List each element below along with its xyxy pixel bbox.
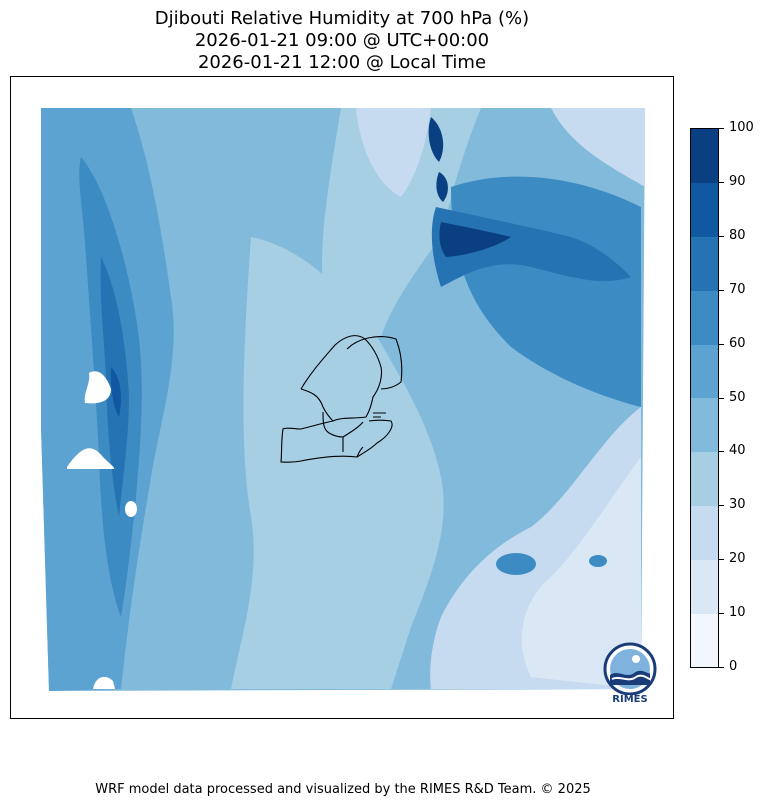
gap-southwest xyxy=(93,676,115,689)
core-north-2 xyxy=(436,172,448,202)
colorbar-tick-label: 60 xyxy=(729,336,746,351)
rimes-logo: RIMES xyxy=(598,639,662,707)
colorbar-tick-label: 20 xyxy=(729,551,746,566)
title-line-1: Djibouti Relative Humidity at 700 hPa (%… xyxy=(154,8,530,29)
colorbar-tick xyxy=(719,451,724,452)
colorbar-segment xyxy=(691,236,718,291)
wet-patch-southeast xyxy=(496,553,536,575)
colorbar-tick-label: 90 xyxy=(729,174,746,189)
light-zone-center xyxy=(231,237,444,689)
gap-west-3 xyxy=(125,501,137,517)
colorbar-tick xyxy=(719,667,724,668)
colorbar-segment xyxy=(691,451,718,507)
colorbar-segment xyxy=(691,398,718,453)
colorbar-tick xyxy=(719,398,724,399)
very-dry-patch-northeast xyxy=(551,108,645,187)
colorbar-segment xyxy=(691,559,718,614)
colorbar-tick xyxy=(719,344,724,345)
gap-west-2 xyxy=(67,448,115,469)
very-wet-zone-northeast xyxy=(431,207,631,287)
colorbar-segment xyxy=(691,505,718,560)
colorbar-tick xyxy=(719,128,724,129)
colorbar-tick xyxy=(719,236,724,237)
colorbar-tick-label: 10 xyxy=(729,605,746,620)
colorbar-segment xyxy=(691,182,718,238)
map-frame: RIMES xyxy=(10,76,674,719)
footer-credit: WRF model data processed and visualized … xyxy=(95,782,591,797)
colorbar-tick xyxy=(719,559,724,560)
colorbar-tick-label: 0 xyxy=(729,659,738,674)
rimes-logo-text: RIMES xyxy=(612,694,648,705)
colorbar-tick-label: 80 xyxy=(729,228,746,243)
humidity-map xyxy=(41,108,645,691)
colorbar-tick xyxy=(719,505,724,506)
colorbar-segment xyxy=(691,344,718,399)
colorbar-tick-label: 30 xyxy=(729,497,746,512)
colorbar xyxy=(690,128,719,668)
core-northeast xyxy=(439,222,511,257)
wet-patch-east xyxy=(589,555,607,567)
djibouti-border xyxy=(280,335,403,463)
colorbar-tick xyxy=(719,613,724,614)
core-west xyxy=(110,367,121,417)
very-dry-zone-southeast xyxy=(521,457,641,689)
core-north-1 xyxy=(428,117,444,162)
title-line-3: 2026-01-21 12:00 @ Local Time xyxy=(197,52,487,73)
colorbar-tick-label: 70 xyxy=(729,282,746,297)
colorbar-tick-label: 40 xyxy=(729,443,746,458)
colorbar-segment xyxy=(691,129,718,184)
very-dry-patch-north xyxy=(356,108,431,197)
rimes-emblem-icon xyxy=(603,642,657,696)
title-line-2: 2026-01-21 09:00 @ UTC+00:00 xyxy=(194,30,490,51)
colorbar-tick-label: 50 xyxy=(729,390,746,405)
colorbar-tick xyxy=(719,290,724,291)
colorbar-segment xyxy=(691,290,718,345)
dry-band-north xyxy=(322,108,481,337)
colorbar-segment xyxy=(691,613,718,668)
colorbar-tick xyxy=(719,182,724,183)
colorbar-tick-label: 100 xyxy=(729,120,754,135)
gap-west-1 xyxy=(84,371,111,404)
